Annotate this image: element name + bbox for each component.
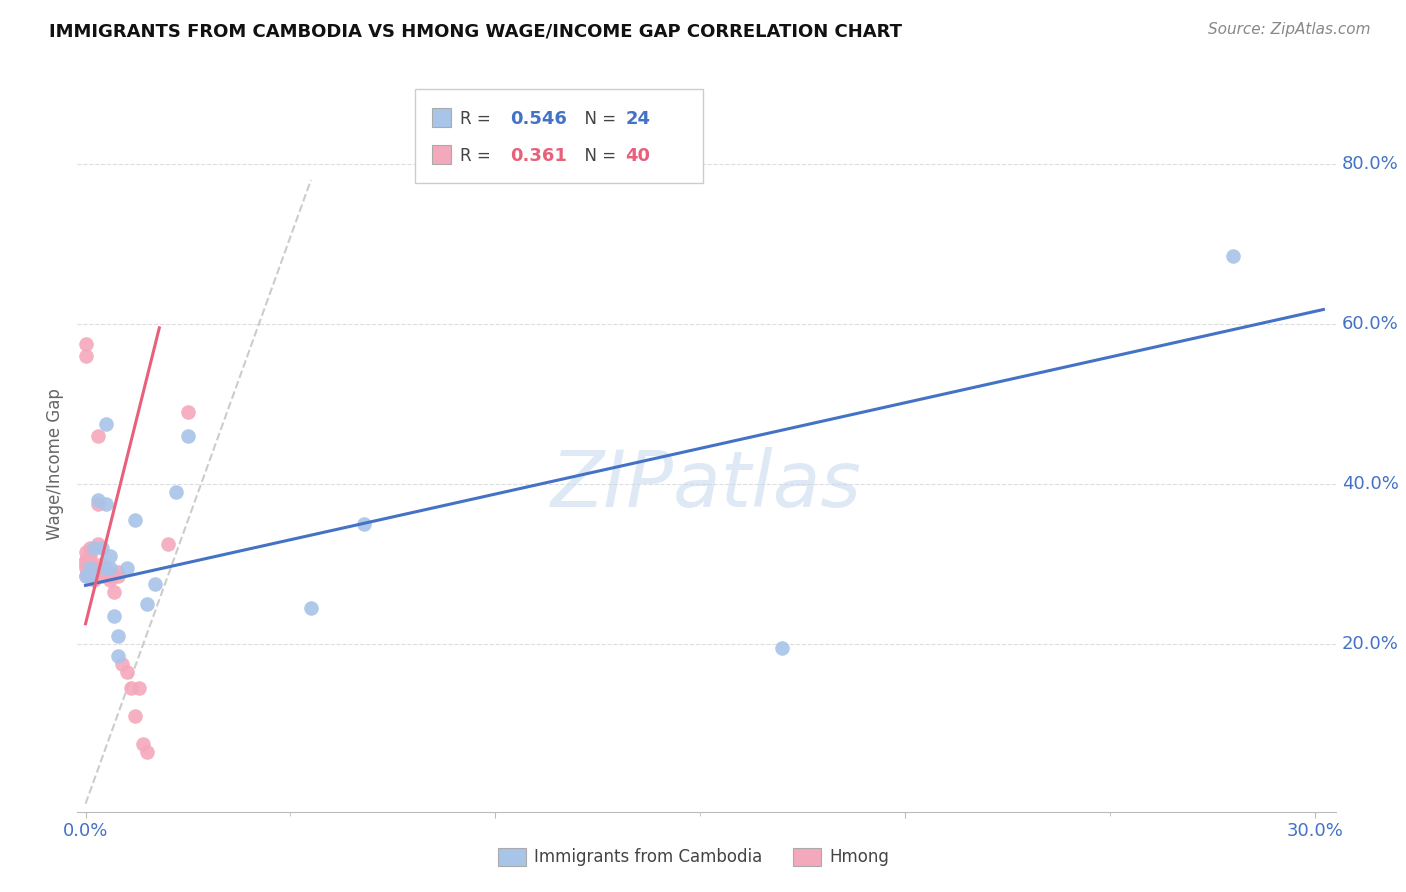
- Point: [111, 657, 134, 671]
- Text: 80.0%: 80.0%: [1341, 155, 1399, 173]
- Point: [75, 569, 97, 583]
- Point: [79, 549, 101, 563]
- Point: [79, 541, 101, 555]
- Point: [75, 553, 97, 567]
- Point: [107, 569, 129, 583]
- Point: [75, 561, 97, 575]
- Point: [90, 569, 112, 583]
- Point: [83, 561, 105, 575]
- Point: [75, 337, 97, 351]
- Text: IMMIGRANTS FROM CAMBODIA VS HMONG WAGE/INCOME GAP CORRELATION CHART: IMMIGRANTS FROM CAMBODIA VS HMONG WAGE/I…: [49, 22, 903, 40]
- Point: [79, 569, 101, 583]
- Point: [143, 576, 166, 591]
- Point: [83, 573, 105, 587]
- Point: [87, 492, 110, 507]
- Point: [75, 557, 97, 571]
- Point: [136, 597, 159, 611]
- Text: N =: N =: [574, 147, 621, 165]
- Point: [98, 573, 121, 587]
- Text: 0.546: 0.546: [510, 110, 567, 128]
- Point: [75, 545, 97, 559]
- Point: [79, 561, 101, 575]
- Point: [79, 561, 101, 575]
- Text: 60.0%: 60.0%: [1341, 315, 1399, 333]
- Point: [87, 429, 110, 443]
- Point: [165, 484, 187, 499]
- Point: [115, 665, 138, 679]
- Text: Immigrants from Cambodia: Immigrants from Cambodia: [534, 848, 762, 866]
- Point: [107, 565, 129, 579]
- Point: [120, 681, 142, 695]
- Point: [177, 429, 200, 443]
- Point: [98, 561, 121, 575]
- Point: [107, 648, 129, 663]
- Text: R =: R =: [460, 147, 501, 165]
- Point: [94, 417, 117, 431]
- Point: [299, 600, 322, 615]
- Point: [115, 561, 138, 575]
- Point: [94, 561, 117, 575]
- Point: [98, 569, 121, 583]
- Point: [132, 737, 155, 751]
- Point: [75, 569, 97, 583]
- Text: 20.0%: 20.0%: [1341, 635, 1399, 653]
- Point: [94, 497, 117, 511]
- Text: 0.361: 0.361: [510, 147, 567, 165]
- Point: [136, 745, 159, 759]
- Point: [124, 708, 146, 723]
- Point: [103, 584, 125, 599]
- Point: [1222, 249, 1244, 263]
- Text: 40: 40: [626, 147, 651, 165]
- Point: [94, 561, 117, 575]
- Point: [90, 541, 112, 555]
- Text: 24: 24: [626, 110, 651, 128]
- Point: [79, 557, 101, 571]
- Point: [83, 569, 105, 583]
- Point: [770, 640, 793, 655]
- Y-axis label: Wage/Income Gap: Wage/Income Gap: [46, 388, 65, 540]
- Point: [90, 561, 112, 575]
- Point: [98, 549, 121, 563]
- Point: [177, 405, 200, 419]
- Point: [94, 565, 117, 579]
- Point: [79, 553, 101, 567]
- Point: [83, 541, 105, 555]
- Text: R =: R =: [460, 110, 501, 128]
- Point: [128, 681, 150, 695]
- Point: [353, 516, 375, 531]
- Text: ZIPatlas: ZIPatlas: [551, 447, 862, 523]
- Point: [103, 608, 125, 623]
- Point: [156, 537, 179, 551]
- Text: N =: N =: [574, 110, 621, 128]
- Point: [107, 629, 129, 643]
- Point: [75, 553, 97, 567]
- Text: 40.0%: 40.0%: [1341, 475, 1399, 493]
- Point: [124, 513, 146, 527]
- Text: Source: ZipAtlas.com: Source: ZipAtlas.com: [1208, 22, 1371, 37]
- Point: [90, 557, 112, 571]
- Point: [87, 537, 110, 551]
- Text: Hmong: Hmong: [830, 848, 890, 866]
- Point: [87, 497, 110, 511]
- Point: [75, 349, 97, 363]
- Point: [75, 558, 97, 573]
- Point: [83, 565, 105, 579]
